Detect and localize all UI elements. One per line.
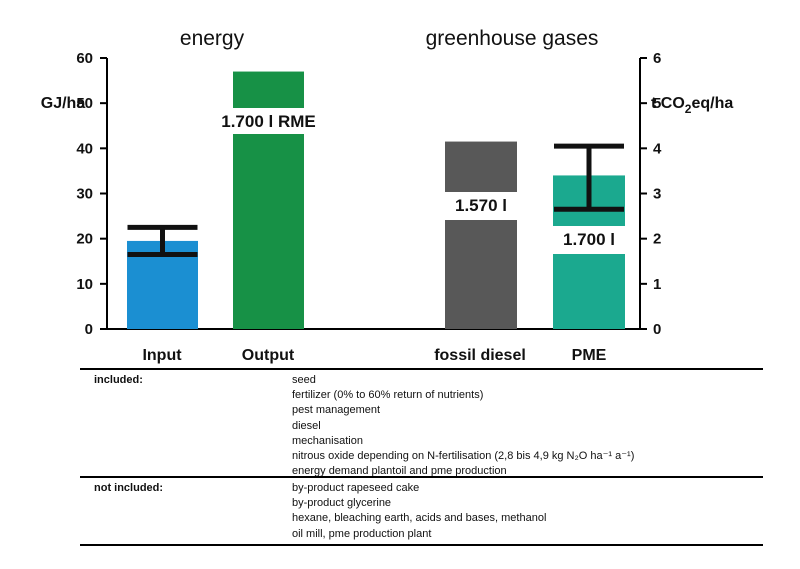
included-item: fertilizer (0% to 60% return of nutrient… <box>292 389 484 402</box>
left-axis-tick-label: 40 <box>76 140 93 157</box>
right-axis-tick-label: 2 <box>653 231 661 248</box>
bar-label-background <box>232 108 305 134</box>
not-included-item: by-product rapeseed cake <box>292 482 420 494</box>
error-bar-input <box>127 224 198 257</box>
left-axis-tick-label: 60 <box>76 50 93 67</box>
included-label: included: <box>94 374 143 386</box>
included-item: mechanisation <box>292 434 363 447</box>
left-axis-tick-label: 10 <box>76 276 93 293</box>
not-included-label: not included: <box>94 482 164 494</box>
not-included-item: hexane, bleaching earth, acids and bases… <box>292 512 547 525</box>
ghg-title: greenhouse gases <box>426 27 599 50</box>
bar-chart: energy greenhouse gases 0 10 20 30 40 50 60 0 1… <box>41 27 734 364</box>
included-item: nitrous oxide depending on N-fertilisati… <box>292 450 635 463</box>
category-label-input: Input <box>142 347 182 364</box>
right-axis-tick-label: 1 <box>653 276 661 293</box>
right-axis-tick-label: 0 <box>653 321 661 338</box>
not-included-section: not included: by-product rapeseed cake b… <box>80 476 763 546</box>
included-section: included: seed fertilizer (0% to 60% ret… <box>80 368 763 481</box>
right-axis-unit: t CO2eq/ha <box>651 95 733 116</box>
bar-label-background <box>552 226 626 254</box>
bar-label-pme: 1.700 l <box>563 230 615 249</box>
included-item: energy demand plantoil and pme productio… <box>292 465 507 478</box>
included-item: diesel <box>292 419 321 432</box>
right-axis-tick-label: 6 <box>653 50 661 67</box>
right-axis-tick-label: 5 <box>653 95 661 112</box>
error-bar-pme <box>554 143 624 212</box>
left-axis-ticks: 0 10 20 30 40 50 60 <box>76 50 107 338</box>
right-axis-tick-label: 3 <box>653 186 661 203</box>
left-axis-tick-label: 0 <box>85 321 93 338</box>
bar-label-fossil-diesel: 1.570 l <box>455 196 507 215</box>
not-included-item: oil mill, pme production plant <box>292 527 432 540</box>
bar-label-background <box>444 192 518 220</box>
bar-label-output: 1.700 l RME <box>221 112 316 131</box>
left-axis-tick-label: 30 <box>76 186 93 203</box>
bars: 1.700 l RME 1.570 l 1.700 l <box>127 71 626 330</box>
category-label-pme: PME <box>572 347 607 364</box>
category-label-output: Output <box>242 347 295 364</box>
right-axis-tick-label: 4 <box>653 140 662 157</box>
bar-fossil-diesel <box>445 141 517 329</box>
energy-title: energy <box>180 27 245 50</box>
included-item: seed <box>292 374 316 386</box>
right-axis-ticks: 0 1 2 3 4 5 6 <box>640 50 662 338</box>
left-axis-tick-label: 50 <box>76 95 93 112</box>
category-label-fossil-diesel: fossil diesel <box>434 347 526 364</box>
left-axis-unit: GJ/ha <box>41 95 86 112</box>
not-included-item: by-product glycerine <box>292 497 392 510</box>
left-axis-tick-label: 20 <box>76 231 93 248</box>
included-item: pest management <box>292 404 381 417</box>
